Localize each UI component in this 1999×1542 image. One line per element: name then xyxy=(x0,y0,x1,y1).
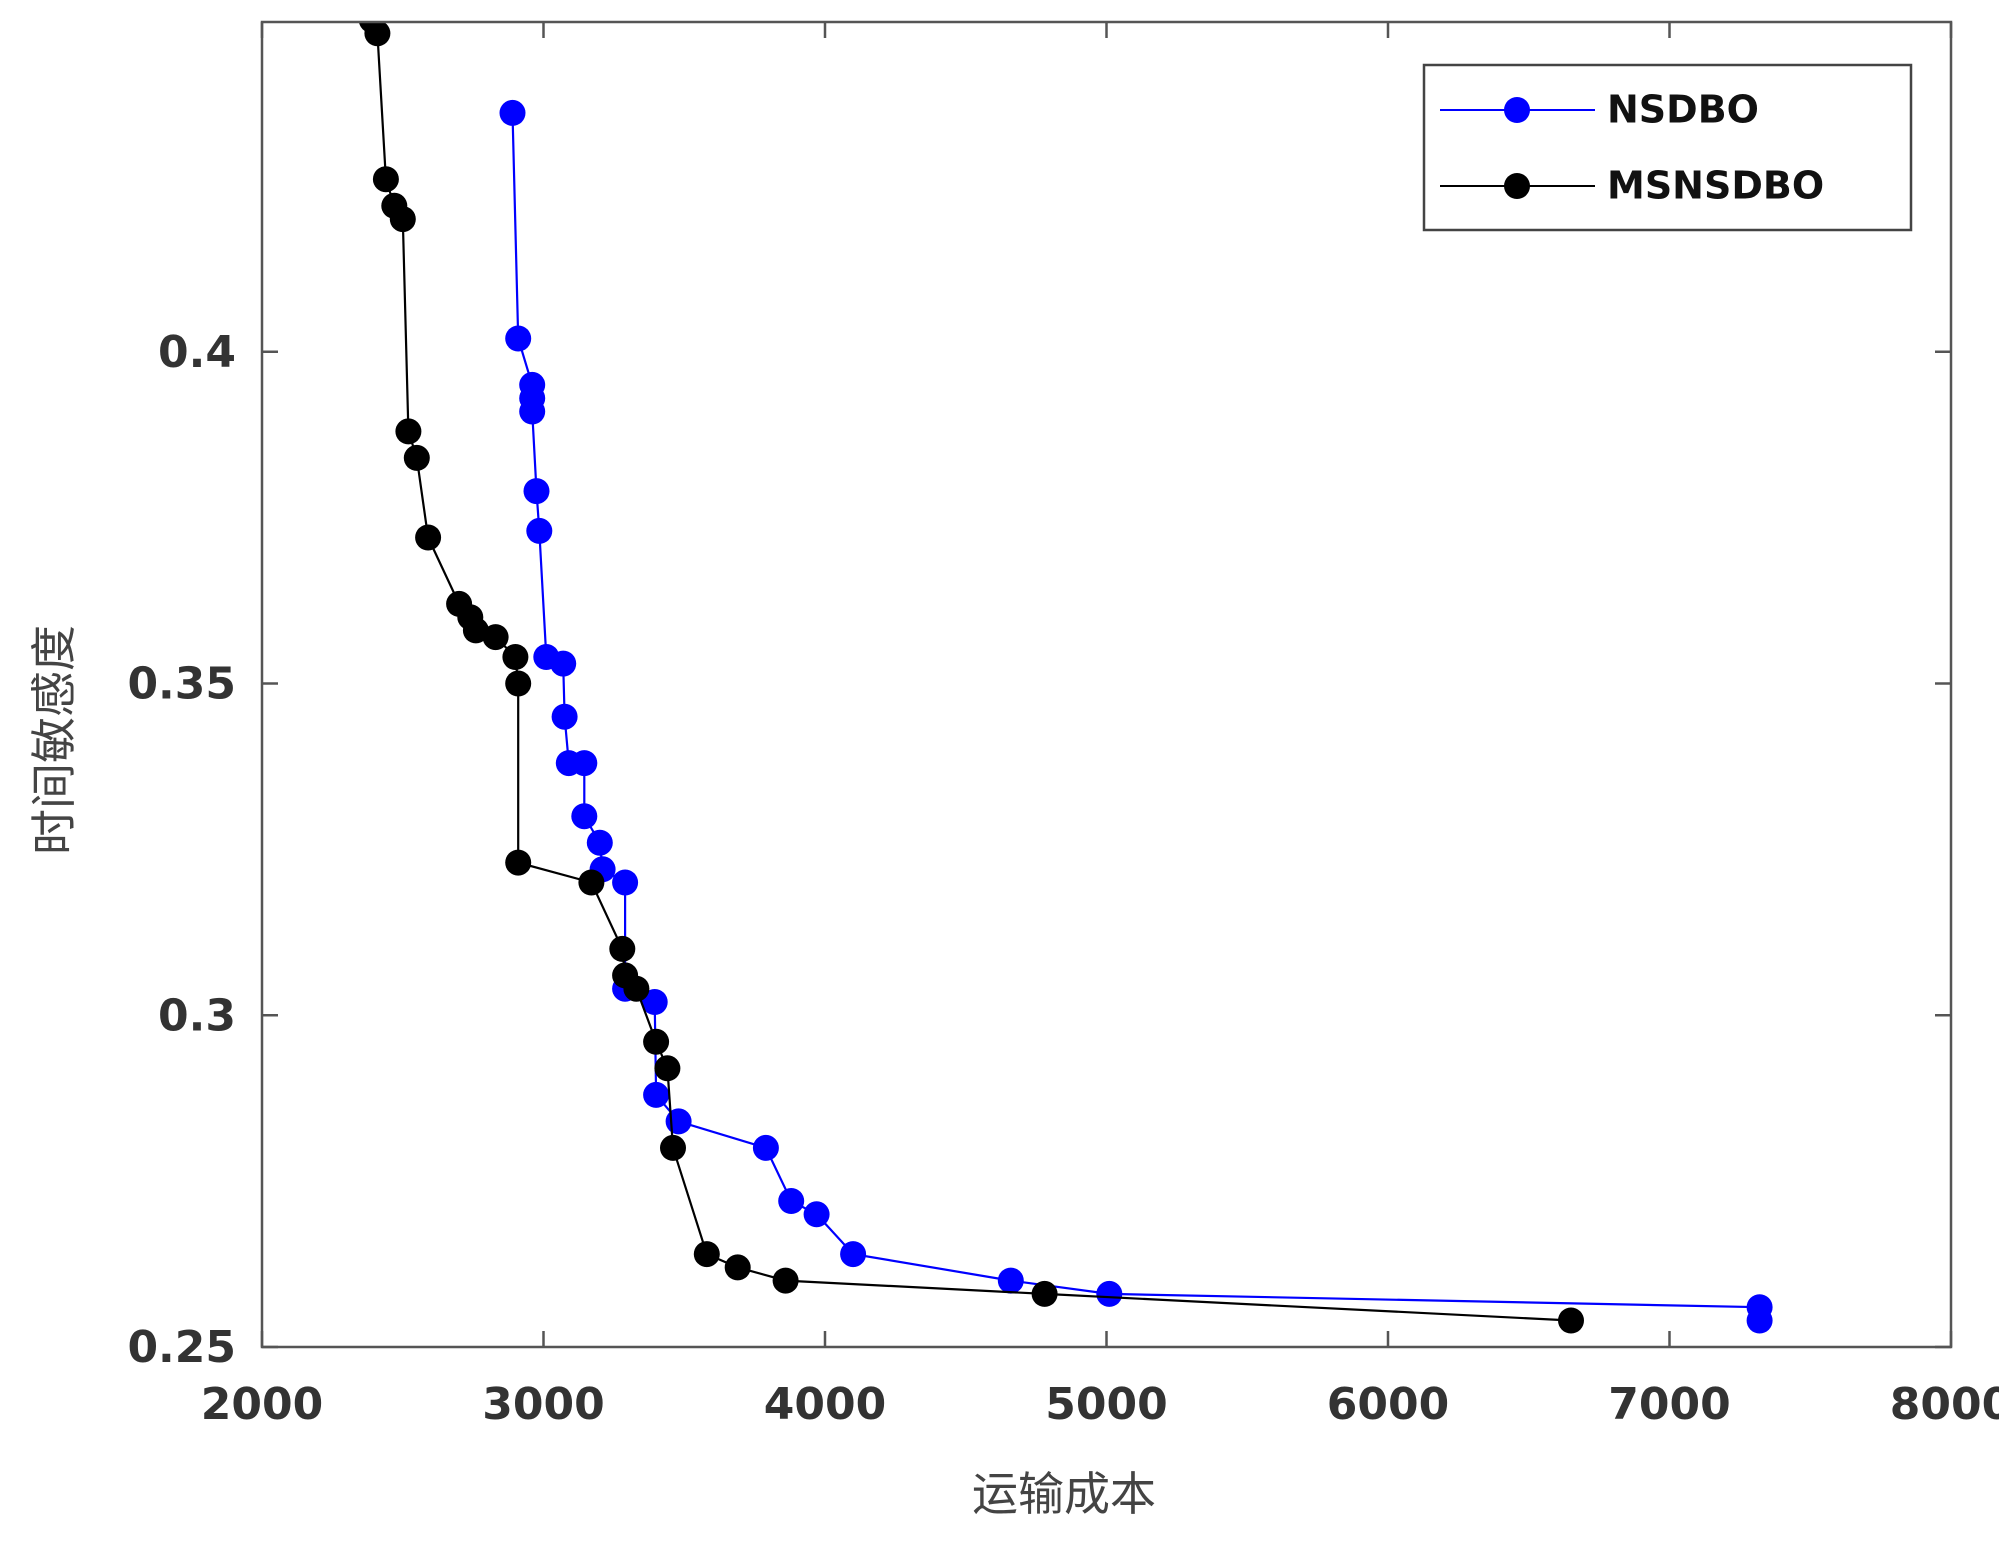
data-point-msnsdbo-23 xyxy=(660,1134,686,1161)
data-point-nsdbo-4 xyxy=(519,398,546,425)
data-point-nsdbo-11 xyxy=(571,750,598,777)
legend-box xyxy=(1422,63,1913,232)
data-point-nsdbo-0 xyxy=(499,99,526,126)
legend-marker-msnsdbo xyxy=(1504,173,1530,199)
legend-marker-nsdbo xyxy=(1504,97,1530,123)
data-point-msnsdbo-3 xyxy=(364,22,391,47)
data-point-msnsdbo-4 xyxy=(372,166,399,193)
data-point-msnsdbo-16 xyxy=(505,849,532,876)
data-point-nsdbo-8 xyxy=(550,650,577,677)
data-point-msnsdbo-24 xyxy=(693,1241,720,1268)
data-point-msnsdbo-18 xyxy=(609,935,636,962)
data-series xyxy=(358,22,1773,1334)
tick-labels: 2000 3000 4000 5000 6000 7000 8000 0.25 0.3 0.35 0… xyxy=(127,327,1999,1430)
data-point-nsdbo-1 xyxy=(505,325,532,352)
data-point-nsdbo-27 xyxy=(1746,1307,1773,1334)
data-point-msnsdbo-14 xyxy=(502,644,529,670)
legend-label-msnsdbo: MSNSDBO xyxy=(1607,164,1824,208)
data-point-nsdbo-9 xyxy=(551,703,578,730)
data-point-msnsdbo-22 xyxy=(654,1055,681,1082)
data-point-msnsdbo-7 xyxy=(395,418,422,445)
y-tick-label-0: 0.25 xyxy=(127,1322,236,1373)
y-axis-title: 时间敏感度 xyxy=(27,625,81,855)
data-point-nsdbo-20 xyxy=(752,1134,779,1161)
x-tick-label-3: 5000 xyxy=(1045,1379,1167,1430)
legend-label-nsdbo: NSDBO xyxy=(1607,88,1759,132)
series-line-nsdbo xyxy=(511,112,1761,1321)
data-point-msnsdbo-13 xyxy=(482,624,509,651)
data-point-nsdbo-25 xyxy=(1096,1280,1123,1307)
data-point-msnsdbo-21 xyxy=(643,1028,670,1055)
data-point-nsdbo-5 xyxy=(523,478,550,505)
data-point-msnsdbo-12 xyxy=(462,617,489,644)
data-point-msnsdbo-8 xyxy=(403,444,430,471)
data-point-msnsdbo-28 xyxy=(1558,1307,1584,1334)
x-tick-label-6: 8000 xyxy=(1890,1379,1999,1430)
data-point-nsdbo-23 xyxy=(840,1241,867,1268)
legend: NSDBO MSNSDBO xyxy=(1422,63,1913,232)
x-tick-label-1: 3000 xyxy=(482,1379,604,1430)
x-tick-label-2: 4000 xyxy=(764,1379,886,1430)
data-point-nsdbo-24 xyxy=(997,1267,1024,1294)
data-point-msnsdbo-6 xyxy=(389,206,416,233)
x-axis-title: 运输成本 xyxy=(972,1467,1156,1521)
data-point-msnsdbo-20 xyxy=(623,975,650,1002)
data-point-msnsdbo-25 xyxy=(724,1254,751,1281)
data-point-nsdbo-15 xyxy=(612,869,639,896)
series-msnsdbo xyxy=(358,22,1584,1334)
data-point-nsdbo-17 xyxy=(641,989,668,1015)
data-point-msnsdbo-26 xyxy=(772,1267,799,1294)
data-point-nsdbo-21 xyxy=(778,1188,805,1214)
data-point-msnsdbo-17 xyxy=(578,869,605,896)
data-point-nsdbo-13 xyxy=(586,829,613,856)
data-point-msnsdbo-15 xyxy=(505,670,532,697)
x-tick-label-0: 2000 xyxy=(201,1379,323,1430)
data-point-nsdbo-12 xyxy=(571,803,598,830)
x-tick-label-5: 7000 xyxy=(1608,1379,1730,1430)
plot-area-frame xyxy=(260,20,1953,1349)
data-point-msnsdbo-9 xyxy=(415,524,442,551)
data-point-nsdbo-6 xyxy=(526,517,553,544)
y-tick-label-2: 0.35 xyxy=(127,659,236,710)
data-point-nsdbo-18 xyxy=(643,1081,670,1108)
x-tick-label-4: 6000 xyxy=(1327,1379,1449,1430)
y-tick-label-3: 0.4 xyxy=(158,327,236,378)
y-tick-label-1: 0.3 xyxy=(158,990,236,1041)
data-point-msnsdbo-27 xyxy=(1031,1280,1058,1307)
data-point-nsdbo-22 xyxy=(803,1201,830,1228)
